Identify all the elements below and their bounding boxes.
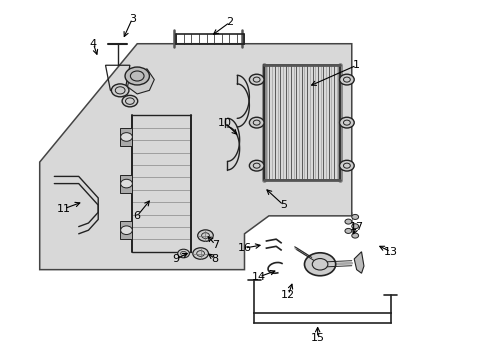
Bar — [120, 175, 132, 193]
Circle shape — [249, 74, 264, 85]
Circle shape — [111, 84, 129, 97]
Circle shape — [344, 228, 351, 233]
Text: 12: 12 — [281, 290, 295, 300]
Polygon shape — [353, 252, 363, 273]
Text: 15: 15 — [310, 333, 324, 343]
Text: 6: 6 — [133, 211, 141, 221]
Text: 9: 9 — [172, 254, 180, 264]
Text: 3: 3 — [128, 14, 136, 24]
Bar — [120, 128, 132, 146]
Text: 1: 1 — [352, 60, 360, 70]
Circle shape — [304, 253, 335, 276]
Circle shape — [121, 179, 132, 188]
Text: 4: 4 — [90, 39, 97, 49]
Circle shape — [351, 224, 358, 229]
Text: 5: 5 — [280, 200, 286, 210]
Text: 17: 17 — [349, 222, 363, 231]
Text: 13: 13 — [383, 247, 397, 257]
Polygon shape — [40, 44, 351, 270]
Circle shape — [339, 74, 353, 85]
Circle shape — [125, 67, 149, 85]
Text: 11: 11 — [57, 204, 71, 214]
Circle shape — [339, 117, 353, 128]
Circle shape — [339, 160, 353, 171]
Text: 2: 2 — [226, 17, 233, 27]
Polygon shape — [127, 69, 154, 94]
Bar — [120, 221, 132, 239]
Circle shape — [351, 233, 358, 238]
Circle shape — [351, 215, 358, 220]
Circle shape — [122, 95, 138, 107]
Circle shape — [344, 219, 351, 224]
Text: 8: 8 — [211, 254, 218, 264]
Circle shape — [177, 249, 189, 258]
Circle shape — [249, 160, 264, 171]
Bar — [264, 65, 339, 180]
Circle shape — [121, 133, 132, 141]
Circle shape — [192, 248, 208, 259]
Circle shape — [249, 117, 264, 128]
Text: 10: 10 — [218, 118, 231, 128]
Text: 14: 14 — [251, 272, 265, 282]
Circle shape — [121, 226, 132, 234]
Text: 7: 7 — [211, 239, 218, 249]
Text: 16: 16 — [237, 243, 251, 253]
Circle shape — [197, 230, 213, 241]
